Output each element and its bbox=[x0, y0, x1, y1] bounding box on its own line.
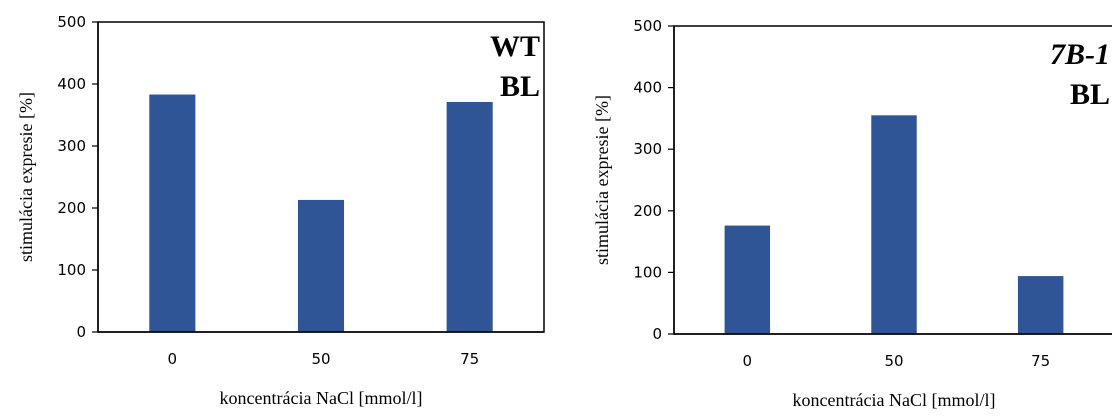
x-tick-label: 0 bbox=[168, 350, 178, 368]
chart-wt: 0 100 200 300 400 500 0 50 75 koncentrácia NaCl [… bbox=[16, 13, 545, 408]
y-tick-label: 500 bbox=[57, 13, 86, 31]
bar bbox=[724, 225, 771, 334]
x-tick-label: 50 bbox=[311, 350, 330, 368]
y-tick-label: 500 bbox=[633, 17, 662, 35]
x-tick-label: 50 bbox=[884, 352, 903, 370]
y-tick-label: 100 bbox=[633, 263, 662, 281]
y-tick-label: 400 bbox=[57, 75, 86, 93]
y-tick-label: 200 bbox=[633, 202, 662, 220]
x-tick-label: 75 bbox=[460, 350, 479, 368]
bar bbox=[871, 115, 917, 334]
x-axis-label: koncentrácia NaCl [mmol/l] bbox=[220, 388, 423, 408]
y-axis-label: stimulácia expresie [%] bbox=[592, 95, 612, 265]
x-tick-label: 0 bbox=[743, 352, 753, 370]
y-tick-label: 0 bbox=[76, 323, 86, 341]
y-tick-label: 0 bbox=[652, 325, 662, 343]
chart-7b1: 0 100 200 300 400 500 0 50 75 koncentrácia NaCl [… bbox=[592, 17, 1112, 410]
annotation-line-1: 7B-1 bbox=[1050, 38, 1110, 71]
y-tick-label: 100 bbox=[57, 261, 86, 279]
annotation-line-2: BL bbox=[500, 70, 540, 103]
y-tick-label: 300 bbox=[633, 140, 662, 158]
annotation-line-1: WT bbox=[490, 30, 540, 63]
x-tick-label: 75 bbox=[1031, 352, 1050, 370]
y-axis-label: stimulácia expresie [%] bbox=[16, 92, 36, 262]
y-tick-label: 200 bbox=[57, 199, 86, 217]
bar bbox=[297, 199, 345, 332]
bar bbox=[446, 101, 493, 332]
y-tick-label: 300 bbox=[57, 137, 86, 155]
bar bbox=[1017, 276, 1064, 334]
x-axis-label: koncentrácia NaCl [mmol/l] bbox=[793, 390, 996, 410]
y-tick-label: 400 bbox=[633, 79, 662, 97]
bar bbox=[149, 94, 196, 332]
annotation-line-2: BL bbox=[1070, 78, 1110, 111]
